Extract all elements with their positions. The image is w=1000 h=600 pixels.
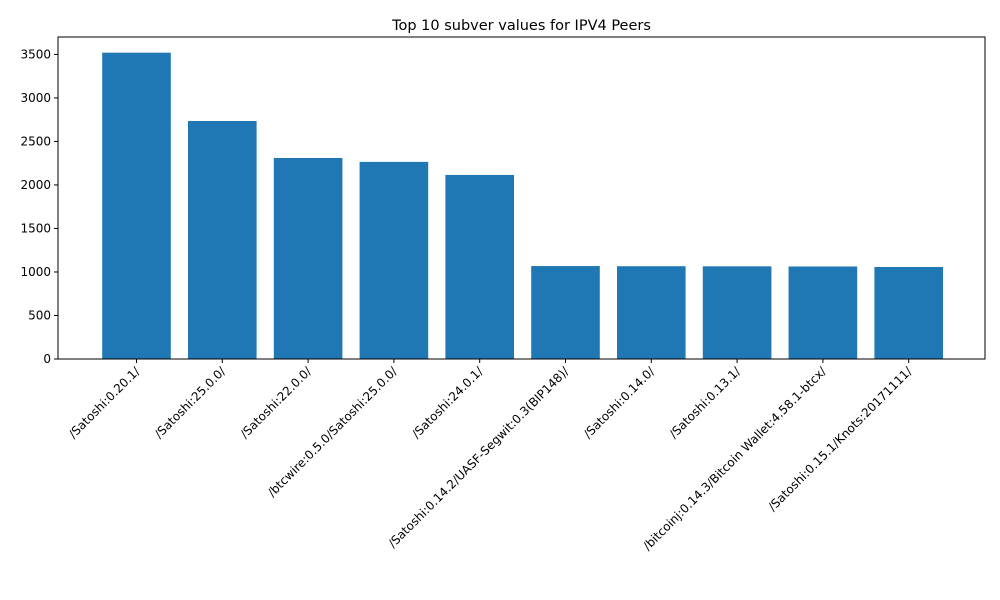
x-tick-label: /Satoshi:25.0.0/ <box>152 364 229 441</box>
x-tick-label: /Satoshi:0.15.1/Knots:20171111/ <box>765 364 915 514</box>
y-tick-label: 2500 <box>20 134 51 148</box>
bars-group <box>102 52 943 360</box>
x-tick-label: /Satoshi:0.20.1/ <box>66 364 143 441</box>
y-tick-label: 1500 <box>20 221 51 235</box>
bar <box>702 266 772 359</box>
bar <box>188 120 257 359</box>
bar <box>788 266 858 359</box>
bar <box>531 266 600 359</box>
y-tick-label: 1000 <box>20 265 51 279</box>
y-tick-label: 0 <box>43 352 51 366</box>
x-tick-label: /Satoshi:0.14.0/ <box>581 364 658 441</box>
bar <box>874 267 943 359</box>
bar <box>445 174 514 359</box>
y-tick-label: 3000 <box>20 91 51 105</box>
y-tick-label: 2000 <box>20 178 51 192</box>
plot-frame <box>57 36 986 360</box>
bar <box>359 161 429 359</box>
y-tick-label: 3500 <box>20 47 51 61</box>
bar <box>617 266 686 359</box>
x-tick-label: /Satoshi:0.13.1/ <box>666 364 743 441</box>
x-tick-label: /bitcoinj:0.14.3/Bitcoin Wallet:4.58.1-b… <box>640 364 829 553</box>
bar <box>102 52 171 360</box>
x-axis: /Satoshi:0.20.1//Satoshi:25.0.0//Satoshi… <box>66 359 915 553</box>
x-tick-label: /Satoshi:22.0.0/ <box>237 364 314 441</box>
y-axis: 0 500 1000 1500 2000 2500 3000 3500 <box>20 47 58 366</box>
bar <box>273 157 343 359</box>
x-tick-label: /Satoshi:24.0.1/ <box>409 364 486 441</box>
chart-title: Top 10 subver values for IPV4 Peers <box>391 18 651 34</box>
y-tick-label: 500 <box>28 308 51 322</box>
x-tick-label: /Satoshi:0.14.2/UASF-Segwit:0.3(BIP148)/ <box>385 364 572 551</box>
